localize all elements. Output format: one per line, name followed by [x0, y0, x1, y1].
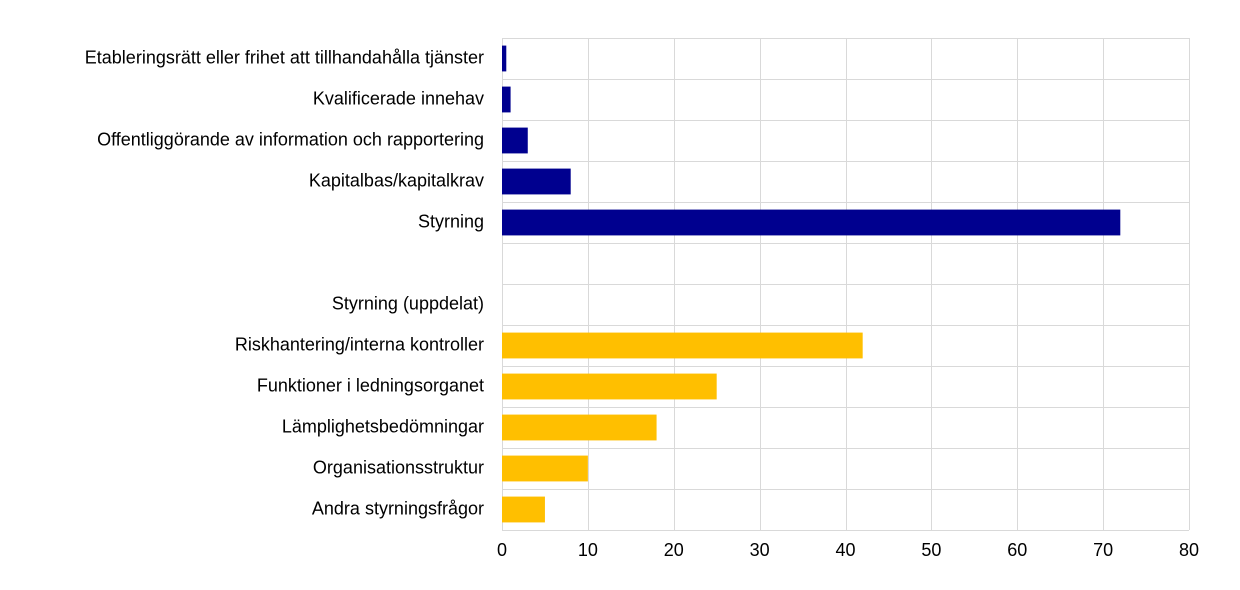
category-label: Styrning [418, 211, 484, 231]
x-tick-label: 0 [497, 540, 507, 560]
bar [502, 455, 588, 482]
bar [502, 496, 545, 523]
bar [502, 45, 507, 72]
category-label: Offentliggörande av information och rapp… [97, 129, 484, 149]
category-label: Kapitalbas/kapitalkrav [309, 170, 484, 190]
category-label: Kvalificerade innehav [313, 88, 484, 108]
category-label: Lämplighetsbedömningar [282, 416, 484, 436]
bar [502, 168, 571, 195]
bar [502, 332, 863, 359]
category-label: Etableringsrätt eller frihet att tillhan… [85, 47, 484, 67]
category-label: Funktioner i ledningsorganet [257, 375, 484, 395]
x-tick-label: 10 [578, 540, 598, 560]
gridlines [502, 38, 1190, 531]
bar [502, 209, 1121, 236]
x-tick-label: 70 [1093, 540, 1113, 560]
x-axis-tick-labels: 0 10 20 30 40 50 60 70 80 [497, 540, 1199, 560]
category-label: Styrning (uppdelat) [332, 293, 484, 313]
category-labels: Etableringsrätt eller frihet att tillhan… [85, 47, 484, 518]
x-tick-label: 80 [1179, 540, 1199, 560]
bar [502, 86, 511, 113]
x-tick-label: 60 [1007, 540, 1027, 560]
bar [502, 414, 657, 441]
category-label: Riskhantering/interna kontroller [235, 334, 484, 354]
bar [502, 127, 528, 154]
category-label: Organisationsstruktur [313, 457, 484, 477]
x-tick-label: 30 [750, 540, 770, 560]
bar [502, 373, 717, 400]
x-tick-label: 40 [835, 540, 855, 560]
x-tick-label: 50 [921, 540, 941, 560]
bars [502, 45, 1121, 523]
x-tick-label: 20 [664, 540, 684, 560]
category-label: Andra styrningsfrågor [312, 498, 484, 518]
